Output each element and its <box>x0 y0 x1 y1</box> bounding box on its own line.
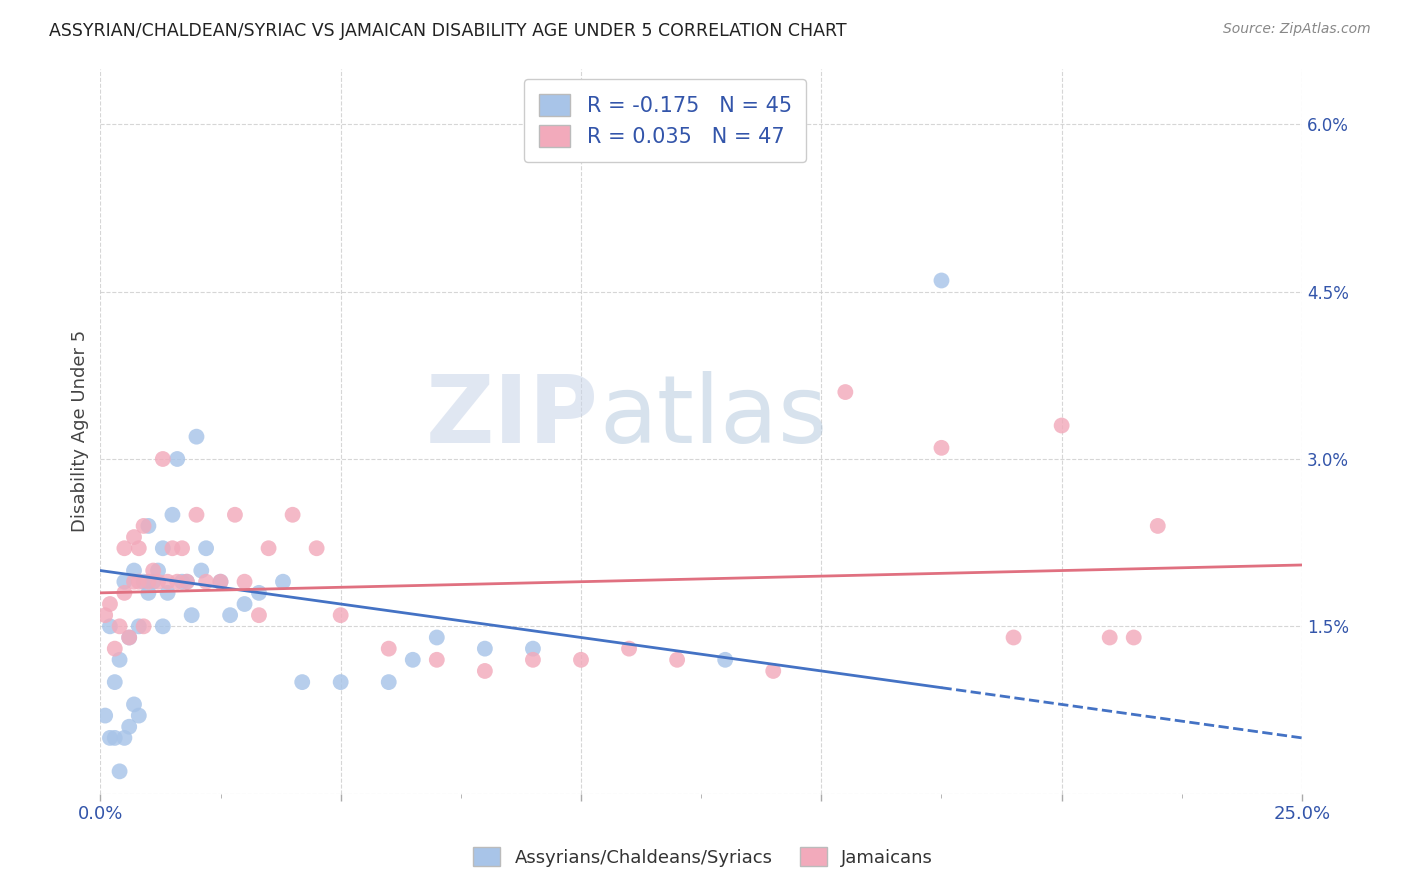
Point <box>233 597 256 611</box>
Point <box>195 574 218 589</box>
Point <box>138 519 160 533</box>
Point <box>112 541 135 556</box>
Point <box>281 508 304 522</box>
Point <box>617 641 640 656</box>
Point <box>714 653 737 667</box>
Point <box>94 608 117 623</box>
Point <box>162 508 184 522</box>
Point <box>426 631 449 645</box>
Point <box>474 664 496 678</box>
Point <box>128 619 150 633</box>
Point <box>122 574 145 589</box>
Point <box>209 574 232 589</box>
Point <box>142 574 165 589</box>
Point <box>128 541 150 556</box>
Point <box>112 731 135 745</box>
Point <box>305 541 328 556</box>
Point <box>166 452 188 467</box>
Point <box>108 764 131 779</box>
Point <box>195 541 218 556</box>
Point <box>98 619 121 633</box>
Point <box>152 452 174 467</box>
Point <box>122 530 145 544</box>
Text: atlas: atlas <box>599 370 827 463</box>
Point <box>247 586 270 600</box>
Point <box>146 564 169 578</box>
Point <box>132 574 155 589</box>
Point <box>104 675 127 690</box>
Point <box>146 574 169 589</box>
Point <box>219 608 242 623</box>
Point <box>1050 418 1073 433</box>
Point <box>118 720 141 734</box>
Point <box>180 608 202 623</box>
Point <box>291 675 314 690</box>
Point <box>522 641 544 656</box>
Point <box>329 675 352 690</box>
Point <box>112 586 135 600</box>
Text: ZIP: ZIP <box>426 370 599 463</box>
Point <box>104 731 127 745</box>
Legend: Assyrians/Chaldeans/Syriacs, Jamaicans: Assyrians/Chaldeans/Syriacs, Jamaicans <box>465 840 941 874</box>
Point <box>224 508 246 522</box>
Point <box>98 597 121 611</box>
Point <box>1122 631 1144 645</box>
Point <box>377 641 399 656</box>
Point <box>257 541 280 556</box>
Point <box>329 608 352 623</box>
Text: Source: ZipAtlas.com: Source: ZipAtlas.com <box>1223 22 1371 37</box>
Point <box>176 574 198 589</box>
Point <box>522 653 544 667</box>
Point <box>132 619 155 633</box>
Point <box>186 508 208 522</box>
Legend: R = -0.175   N = 45, R = 0.035   N = 47: R = -0.175 N = 45, R = 0.035 N = 47 <box>524 78 806 161</box>
Point <box>209 574 232 589</box>
Point <box>142 564 165 578</box>
Point <box>104 641 127 656</box>
Point <box>118 631 141 645</box>
Point <box>271 574 294 589</box>
Point <box>170 574 193 589</box>
Point <box>834 385 856 400</box>
Point <box>152 541 174 556</box>
Point <box>176 574 198 589</box>
Point <box>762 664 785 678</box>
Point <box>128 574 150 589</box>
Point <box>186 430 208 444</box>
Point <box>108 619 131 633</box>
Point <box>1098 631 1121 645</box>
Y-axis label: Disability Age Under 5: Disability Age Under 5 <box>72 330 89 533</box>
Point <box>128 708 150 723</box>
Point <box>166 574 188 589</box>
Point <box>156 574 179 589</box>
Point <box>122 698 145 712</box>
Point <box>666 653 689 667</box>
Point <box>162 541 184 556</box>
Point <box>94 708 117 723</box>
Point <box>569 653 592 667</box>
Point <box>98 731 121 745</box>
Point <box>112 574 135 589</box>
Point <box>108 653 131 667</box>
Point <box>931 441 953 455</box>
Point <box>474 641 496 656</box>
Point <box>138 586 160 600</box>
Point <box>138 574 160 589</box>
Point <box>170 541 193 556</box>
Point <box>156 586 179 600</box>
Point <box>402 653 425 667</box>
Point <box>247 608 270 623</box>
Point <box>132 519 155 533</box>
Point <box>233 574 256 589</box>
Point <box>190 564 212 578</box>
Point <box>426 653 449 667</box>
Point <box>931 273 953 287</box>
Point <box>118 631 141 645</box>
Text: ASSYRIAN/CHALDEAN/SYRIAC VS JAMAICAN DISABILITY AGE UNDER 5 CORRELATION CHART: ASSYRIAN/CHALDEAN/SYRIAC VS JAMAICAN DIS… <box>49 22 846 40</box>
Point <box>152 619 174 633</box>
Point <box>122 564 145 578</box>
Point <box>1146 519 1168 533</box>
Point <box>1002 631 1025 645</box>
Point <box>377 675 399 690</box>
